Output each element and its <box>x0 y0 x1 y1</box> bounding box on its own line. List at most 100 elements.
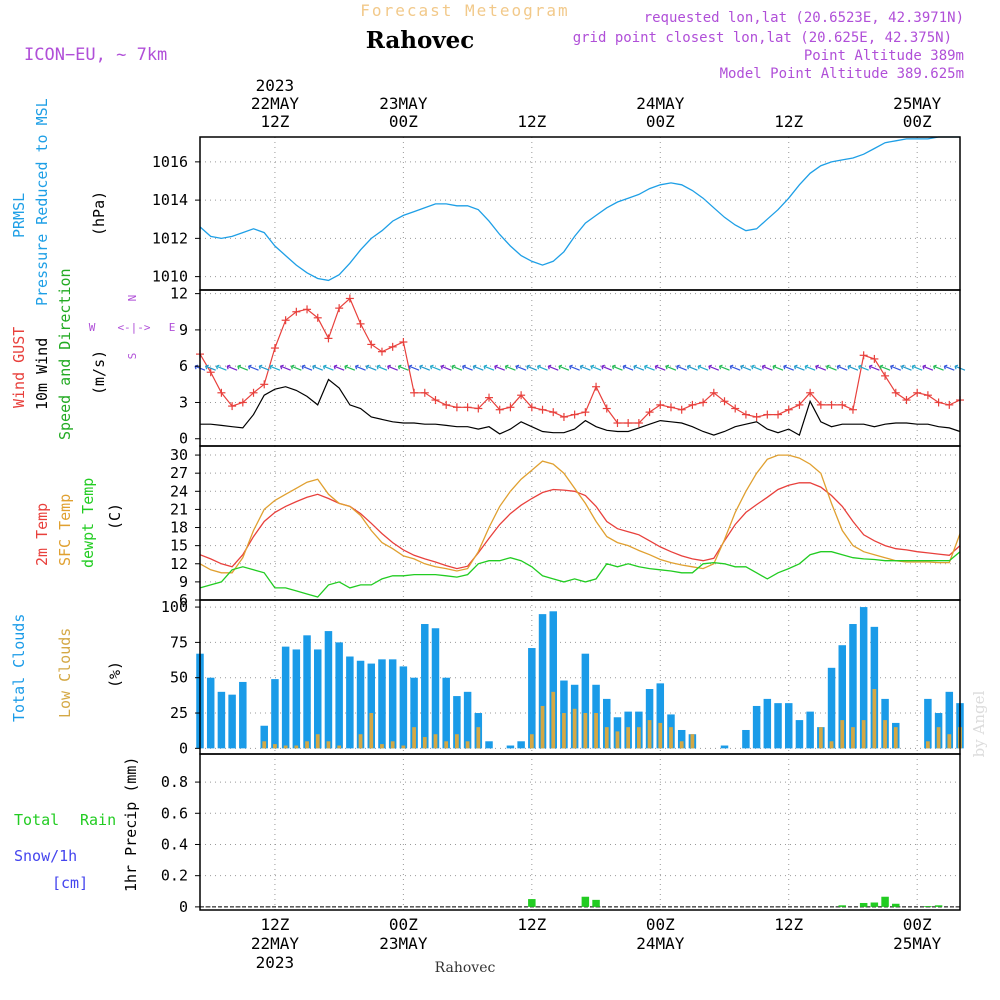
wind-arrow-shaft <box>259 365 270 371</box>
wind-arrow-head <box>611 364 616 370</box>
wind-arrow-shaft <box>890 365 901 371</box>
gust-marker <box>666 403 675 412</box>
snow-label: Snow/1h <box>14 847 77 865</box>
wind-dir-arrow <box>847 364 859 371</box>
wind-dir-arrow <box>429 364 441 371</box>
gust-marker <box>720 397 729 406</box>
y-tick-label: 18 <box>170 519 188 537</box>
total-cloud-bar <box>549 611 557 749</box>
wind-arrow-shaft <box>291 365 302 371</box>
wind-arrow-head <box>665 364 670 370</box>
wind-arrow-shaft <box>205 365 216 371</box>
bottom-tick-label: 23MAY <box>379 934 428 953</box>
total-cloud-bar <box>924 698 932 749</box>
wind-arrow-shaft <box>676 365 687 371</box>
low-cloud-bar <box>422 737 427 749</box>
gust-marker <box>774 410 783 419</box>
total-cloud-bar <box>228 694 236 749</box>
gust-marker <box>570 410 579 419</box>
rain-bar <box>870 902 879 907</box>
wind-arrow-shaft <box>440 365 452 371</box>
gust-marker <box>923 391 932 400</box>
y-tick-label: 12 <box>170 555 188 573</box>
wind-gust-label: Wind GUST <box>10 327 28 408</box>
wind-arrow-head <box>462 364 466 370</box>
wind-arrow-head <box>365 364 370 370</box>
total-cloud-bar <box>827 667 836 749</box>
total-clouds-label: Total Clouds <box>10 614 28 722</box>
y-tick-label: 24 <box>170 482 188 500</box>
wind-arrow-shaft <box>312 365 323 371</box>
wind-arrow-head <box>569 364 573 370</box>
wind-arrow-head <box>247 364 252 370</box>
wind-arrow-head <box>483 364 488 370</box>
rain-bar <box>581 896 590 907</box>
wind-dir-arrow <box>815 364 827 371</box>
bottom-tick-label: 2023 <box>256 953 295 972</box>
total-cloud-bar <box>239 681 247 749</box>
wind-arrow-shaft <box>473 365 484 371</box>
wind-arrow-shaft <box>419 365 431 371</box>
gust-marker <box>688 400 697 409</box>
y-tick-label: 1012 <box>152 229 188 247</box>
wind-arrow-shaft <box>301 365 313 371</box>
wind-arrow-head <box>419 364 423 370</box>
wind-dir-arrow <box>226 364 238 371</box>
wind-dir-arrow <box>601 364 612 371</box>
gust-marker <box>431 396 440 405</box>
y-tick-label: 27 <box>170 464 188 482</box>
wind-arrow-head <box>729 364 734 370</box>
y-tick-label: 9 <box>179 321 188 339</box>
y-tick-label: 100 <box>161 598 188 616</box>
wind-arrow-head <box>290 364 295 370</box>
bottom-station-label: Rahovec <box>435 960 496 976</box>
wind-dir-arrow <box>536 364 548 371</box>
wind-arrow-shaft <box>622 365 634 371</box>
prmsl-line <box>199 136 960 282</box>
wind-dir-arrow <box>237 364 249 371</box>
wind-arrow-head <box>376 364 381 370</box>
wind-arrow-head <box>718 364 723 370</box>
wind-dir-arrow <box>558 364 570 371</box>
wind-dir-arrow <box>344 364 356 371</box>
y-tick-label: 1014 <box>152 191 188 209</box>
low-cloud-bar <box>893 727 898 749</box>
low-cloud-bar <box>273 744 277 749</box>
total-cloud-bar <box>421 624 429 749</box>
wind-arrow-head <box>322 364 327 370</box>
low-cloud-bar <box>551 691 556 749</box>
wind-arrow-shaft <box>858 365 869 371</box>
total-cloud-bar <box>838 645 846 749</box>
temp-unit: (C) <box>106 503 124 530</box>
low-cloud-bar <box>540 705 545 749</box>
low-cloud-bar <box>337 745 342 749</box>
bottom-tick-label: 22MAY <box>251 934 300 953</box>
y-tick-label: 3 <box>179 393 188 411</box>
wind-arrow-shaft <box>494 365 505 371</box>
wind-arrow-head <box>601 364 605 370</box>
wind-arrow-head <box>804 364 809 370</box>
wind-arrow-head <box>440 364 445 370</box>
wind-dir-arrow <box>783 364 794 371</box>
y-tick-label: 21 <box>170 500 188 518</box>
wind-arrow-shaft <box>826 365 837 371</box>
wind-arrow-head <box>312 364 316 370</box>
wind-arrow-shaft <box>601 365 612 371</box>
low-cloud-bar <box>679 741 684 749</box>
y-tick-label: 0 <box>179 430 188 448</box>
wind-arrow-shaft <box>483 365 495 371</box>
top-tick-label: 12Z <box>774 112 803 131</box>
gust-marker <box>613 419 622 428</box>
gust-marker <box>495 405 504 414</box>
rain-bar <box>881 896 889 907</box>
wind-dir-arrow <box>569 364 580 371</box>
total-cloud-bar <box>431 628 440 749</box>
wind-arrow-head <box>215 364 220 370</box>
top-tick-label: 2023 <box>256 76 295 95</box>
gust-marker <box>592 382 601 391</box>
wind-arrow-shaft <box>376 365 388 371</box>
y-tick-label: 0.2 <box>161 867 188 885</box>
wind-dir-arrow <box>686 364 698 371</box>
y-tick-label: 6 <box>179 591 188 609</box>
low-cloud-bar <box>637 727 641 749</box>
